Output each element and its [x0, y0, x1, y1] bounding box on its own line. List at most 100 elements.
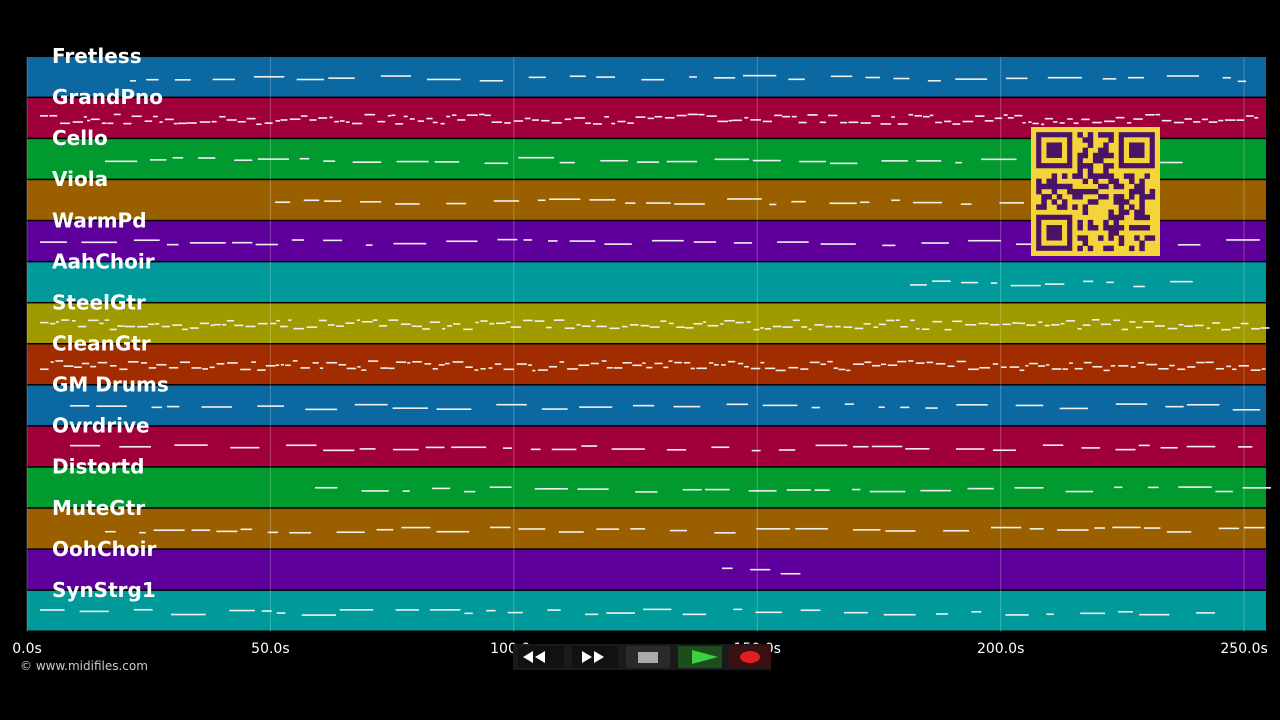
qr-cell: [1098, 152, 1104, 159]
note: [1243, 526, 1265, 529]
note: [1261, 368, 1266, 370]
note: [760, 327, 764, 329]
qr-cell: [1092, 225, 1099, 231]
note: [897, 360, 907, 363]
note: [698, 113, 705, 116]
note: [1114, 486, 1123, 489]
note: [77, 325, 87, 328]
note: [627, 122, 634, 124]
note: [484, 162, 508, 165]
qr-cell: [1123, 209, 1130, 216]
note: [668, 360, 673, 362]
note: [872, 364, 881, 367]
note: [377, 120, 386, 123]
note: [392, 407, 428, 409]
note: [513, 120, 524, 122]
qr-cell: [1113, 219, 1120, 226]
note: [504, 122, 511, 124]
note: [1129, 321, 1136, 323]
note: [860, 122, 871, 124]
rewind-button[interactable]: [518, 646, 564, 668]
note: [673, 405, 701, 408]
note: [869, 490, 906, 493]
note: [707, 324, 719, 327]
note: [475, 321, 479, 324]
note: [1167, 327, 1178, 330]
note: [646, 366, 653, 369]
note: [1218, 527, 1240, 530]
note: [967, 368, 979, 371]
note: [1044, 117, 1053, 120]
qr-cell: [1082, 137, 1089, 143]
stop-button[interactable]: [626, 646, 670, 668]
note: [264, 122, 273, 124]
note: [345, 121, 350, 123]
note: [496, 403, 527, 406]
note: [237, 120, 246, 123]
note: [1127, 76, 1144, 79]
track-lane: [27, 262, 1266, 302]
note: [201, 406, 233, 408]
qr-cell: [1129, 225, 1135, 231]
note: [289, 531, 312, 534]
play-icon: [692, 650, 718, 664]
note: [79, 610, 109, 613]
note: [324, 200, 342, 202]
note: [753, 328, 760, 331]
credit: © www.midifiles.com: [20, 659, 148, 673]
note: [199, 322, 210, 325]
note: [1032, 122, 1039, 125]
qr-cell: [1144, 214, 1150, 221]
note: [885, 530, 916, 532]
qr-cell: [1129, 245, 1135, 252]
note: [59, 122, 71, 125]
qr-cell: [1139, 225, 1145, 231]
note: [300, 367, 310, 369]
note: [1184, 325, 1194, 327]
note: [253, 75, 285, 78]
note: [168, 366, 179, 369]
note: [339, 609, 374, 611]
note: [493, 200, 520, 202]
note: [365, 244, 373, 246]
note: [361, 369, 367, 371]
x-tick-label: 200.0s: [977, 641, 1024, 657]
qr-cell: [1108, 245, 1114, 252]
note: [848, 121, 859, 124]
qr-cell: [1103, 194, 1109, 200]
note: [702, 321, 707, 323]
note: [109, 364, 117, 367]
note: [687, 113, 698, 116]
note: [299, 157, 310, 160]
qr-cell: [1103, 225, 1109, 231]
note: [1232, 326, 1241, 329]
note: [728, 119, 733, 122]
note: [1127, 122, 1132, 124]
qr-cell: [1134, 209, 1140, 216]
qr-cell: [1082, 209, 1089, 216]
qr-cell: [1144, 235, 1150, 241]
note: [649, 326, 660, 328]
note: [285, 364, 291, 367]
record-button[interactable]: [729, 646, 771, 668]
forward-button[interactable]: [572, 646, 618, 668]
note: [416, 325, 423, 328]
note: [446, 115, 451, 118]
note: [693, 322, 703, 325]
note: [962, 120, 974, 123]
note: [1029, 528, 1044, 530]
note: [166, 405, 180, 408]
note: [49, 114, 58, 117]
note: [131, 115, 142, 118]
note: [528, 76, 546, 79]
note: [1091, 318, 1100, 321]
note: [947, 365, 955, 368]
note: [1187, 366, 1196, 368]
note: [1222, 76, 1231, 79]
note: [409, 118, 415, 120]
play-button[interactable]: [678, 646, 722, 668]
note: [280, 325, 288, 328]
note: [1166, 75, 1200, 77]
qr-cell: [1129, 204, 1135, 210]
